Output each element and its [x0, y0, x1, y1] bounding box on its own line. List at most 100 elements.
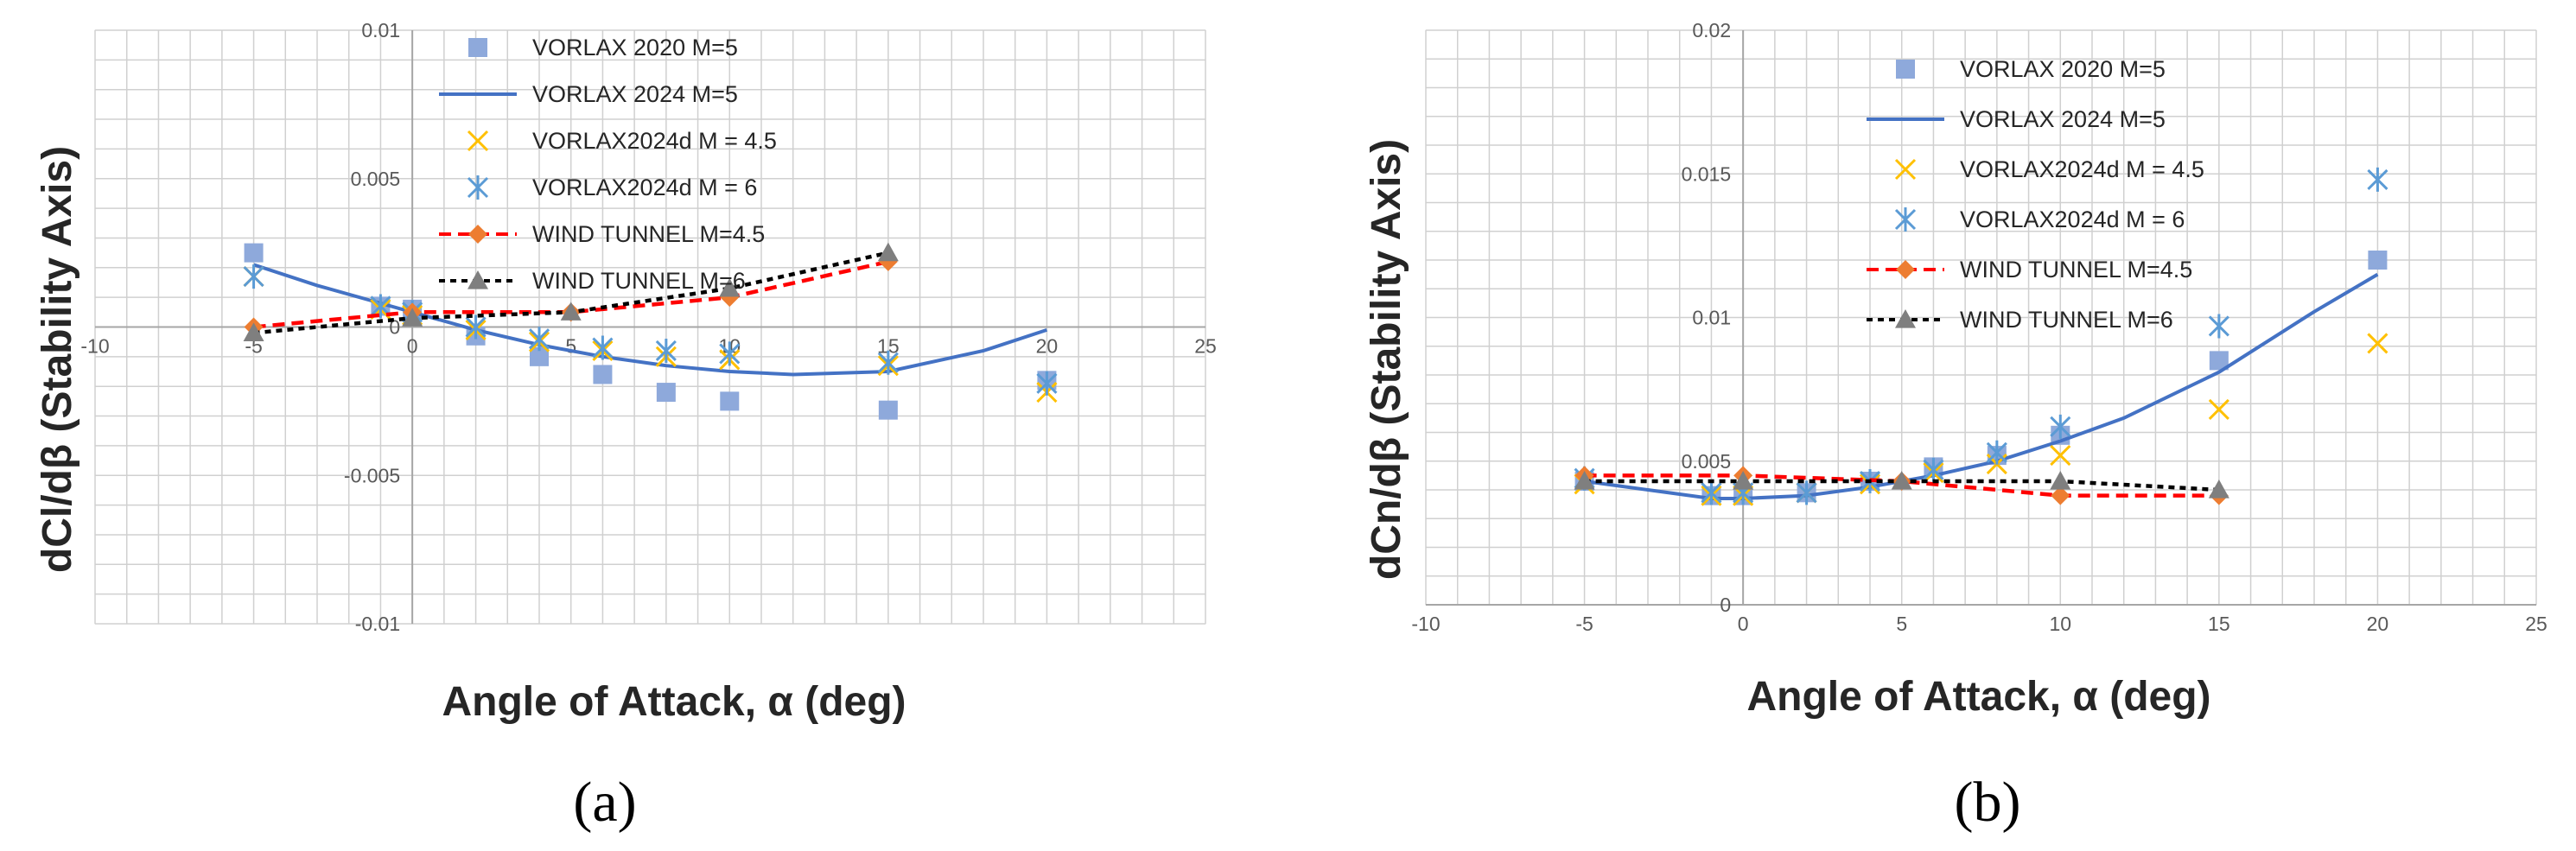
data-point: [1796, 480, 1817, 505]
series-6: [1574, 471, 2229, 499]
x-axis-title: Angle of Attack, α (deg): [1746, 674, 2210, 720]
x-tick-label: 25: [1194, 335, 1217, 358]
panel-label-a: (a): [573, 771, 636, 834]
y-tick-label: 0.005: [351, 168, 401, 190]
legend-entry: VORLAX 2020 M=5: [468, 35, 738, 60]
x-tick-label: 10: [2049, 613, 2071, 635]
data-point: [2368, 251, 2388, 270]
legend-label: VORLAX2024d M = 4.5: [1960, 156, 2204, 182]
legend-label: WIND TUNNEL M=6: [1960, 307, 2173, 333]
legend-entry: WIND TUNNEL M=4.5: [1867, 257, 2192, 283]
y-axis-title: dCl/dβ (Stability Axis): [35, 146, 80, 573]
legend-entry: VORLAX2024d M = 4.5: [467, 128, 777, 154]
legend-entry: VORLAX2024d M = 4.5: [1894, 156, 2204, 182]
y-tick-labels: 0 0.005 0.01 0.015 0.02: [1682, 19, 1732, 616]
legend-marker: [1894, 207, 1917, 232]
data-point: [656, 383, 676, 403]
x-axis-title: Angle of Attack, α (deg): [442, 679, 906, 725]
series-line: [1584, 473, 2219, 498]
data-point: [528, 327, 550, 352]
y-tick-label: 0.015: [1682, 162, 1732, 185]
legend-entry: VORLAX 2024 M=5: [439, 81, 738, 107]
x-tick-label: 20: [1036, 335, 1059, 358]
x-tick-label: -5: [1575, 613, 1593, 635]
data-point: [2208, 479, 2229, 499]
x-tick-label: 5: [1896, 613, 1907, 635]
data-point: [719, 341, 741, 366]
legend-label: VORLAX2024d M = 6: [532, 175, 757, 200]
data-point: [1701, 480, 1722, 505]
legend-label: VORLAX 2020 M=5: [1960, 56, 2166, 82]
legend-entry: WIND TUNNEL M=6: [1867, 307, 2173, 333]
legend-label: WIND TUNNEL M=6: [532, 268, 746, 294]
legend: VORLAX 2020 M=5 VORLAX 2024 M=5 VORLAX2024…: [1867, 56, 2204, 333]
legend-marker: [1895, 309, 1916, 328]
legend-label: VORLAX 2024 M=5: [1960, 106, 2166, 132]
data-point: [243, 264, 264, 289]
data-point: [2050, 471, 2071, 490]
data-point: [370, 294, 391, 319]
data-point: [720, 391, 740, 411]
data-point: [530, 346, 549, 366]
panel-label-b: (b): [1955, 771, 2021, 834]
x-tick-label: 15: [2208, 613, 2230, 635]
axes: [95, 30, 1205, 624]
data-point: [2209, 351, 2229, 371]
legend-marker: [1894, 158, 1917, 181]
legend-label: VORLAX 2024 M=5: [532, 81, 738, 107]
series-6: [243, 242, 899, 341]
legend-marker: [468, 225, 487, 244]
legend-label: VORLAX 2020 M=5: [532, 35, 738, 60]
x-tick-label: 0: [407, 335, 418, 358]
series-layer: [1574, 167, 2388, 506]
data-point: [2367, 333, 2388, 354]
data-point: [1891, 471, 1912, 490]
legend-entry: VORLAX 2024 M=5: [1867, 106, 2166, 132]
legend-marker: [467, 270, 488, 289]
y-axis-title: dCn/dβ (Stability Axis): [1364, 139, 1409, 580]
data-point: [2050, 414, 2071, 439]
x-tick-labels: -10 -5 0 5 10 15 20 25: [80, 335, 1216, 358]
legend-entry: VORLAX2024d M = 6: [1894, 206, 2185, 232]
data-point: [877, 350, 899, 375]
x-tick-label: 0: [1738, 613, 1749, 635]
legend-entry: WIND TUNNEL M=6: [439, 268, 746, 294]
data-point: [2367, 167, 2388, 192]
data-point: [1986, 440, 2007, 465]
data-point: [1574, 471, 1595, 490]
x-tick-label: -10: [1411, 613, 1440, 635]
legend-label: WIND TUNNEL M=4.5: [532, 221, 765, 247]
legend-entry: WIND TUNNEL M=4.5: [439, 221, 765, 247]
legend-marker: [467, 130, 489, 152]
data-point: [2051, 486, 2070, 505]
data-point: [402, 308, 423, 327]
y-tick-label: -0.005: [344, 464, 400, 486]
legend-entry: VORLAX2024d M = 6: [467, 175, 757, 200]
data-point: [244, 243, 264, 263]
data-point: [655, 338, 677, 363]
x-tick-labels: -10 -5 0 5 10 15 20 25: [1411, 613, 2547, 635]
y-tick-label: 0: [1720, 594, 1731, 616]
y-tick-label: 0.02: [1692, 19, 1731, 41]
data-point: [877, 242, 899, 262]
data-point: [719, 277, 741, 297]
y-tick-label: 0.005: [1682, 450, 1732, 473]
legend-label: VORLAX2024d M = 4.5: [532, 128, 777, 154]
legend-label: VORLAX2024d M = 6: [1960, 206, 2185, 232]
data-point: [878, 400, 898, 420]
gridlines: [1425, 29, 2537, 606]
data-point: [2050, 445, 2071, 467]
legend-marker: [467, 175, 489, 200]
x-tick-label: 25: [2525, 613, 2547, 635]
legend: VORLAX 2020 M=5 VORLAX 2024 M=5 VORLAX2024…: [439, 35, 777, 294]
data-point: [1923, 457, 1944, 482]
data-point: [2208, 314, 2229, 339]
legend-entry: VORLAX 2020 M=5: [1896, 56, 2166, 82]
series-line: [253, 259, 889, 329]
legend-marker: [468, 38, 487, 57]
series-layer: [243, 242, 1058, 420]
data-point: [1733, 471, 1754, 490]
